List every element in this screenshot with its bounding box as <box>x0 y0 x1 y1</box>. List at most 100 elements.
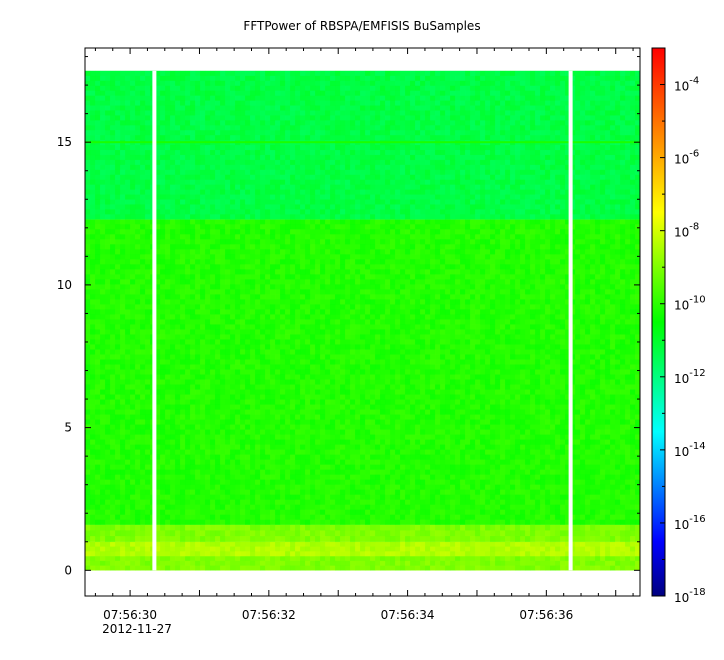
spectrogram-cell <box>605 284 610 289</box>
spectrogram-cell <box>245 334 250 339</box>
spectrogram-cell <box>330 294 335 299</box>
spectrogram-cell <box>605 224 610 229</box>
spectrogram-cell <box>510 394 515 399</box>
spectrogram-cell <box>260 234 265 239</box>
spectrogram-cell <box>630 319 635 324</box>
spectrogram-cell <box>130 309 135 314</box>
spectrogram-cell <box>90 344 95 349</box>
spectrogram-cell <box>245 269 250 274</box>
spectrogram-cell <box>470 369 475 374</box>
spectrogram-cell <box>270 264 275 269</box>
spectrogram-cell <box>535 536 540 542</box>
spectrogram-cell <box>175 551 180 556</box>
spectrogram-cell <box>310 324 315 329</box>
spectrogram-cell <box>580 389 585 394</box>
spectrogram-cell <box>450 279 455 284</box>
spectrogram-cell <box>210 547 215 552</box>
spectrogram-cell <box>145 369 150 374</box>
spectrogram-cell <box>110 542 115 547</box>
spectrogram-cell <box>275 289 280 294</box>
spectrogram-cell <box>115 264 120 269</box>
spectrogram-cell <box>145 249 150 254</box>
spectrogram-cell <box>115 344 120 349</box>
spectrogram-cell <box>435 374 440 379</box>
spectrogram-cell <box>430 279 435 284</box>
spectrogram-cell <box>555 349 560 354</box>
spectrogram-cell <box>495 334 500 339</box>
spectrogram-cell <box>510 224 515 229</box>
spectrogram-cell <box>275 299 280 304</box>
spectrogram-cell <box>460 224 465 229</box>
spectrogram-cell <box>535 542 540 547</box>
spectrogram-cell <box>390 304 395 309</box>
spectrogram-cell <box>595 244 600 249</box>
spectrogram-cell <box>530 334 535 339</box>
spectrogram-cell <box>180 536 185 542</box>
spectrogram-cell <box>305 547 310 552</box>
spectrogram-cell <box>260 229 265 234</box>
spectrogram-cell <box>185 244 190 249</box>
spectrogram-cell <box>475 319 480 324</box>
spectrogram-cell <box>440 249 445 254</box>
spectrogram-cell <box>310 394 315 399</box>
spectrogram-cell <box>280 561 285 566</box>
spectrogram-cell <box>385 324 390 329</box>
spectrogram-cell <box>430 304 435 309</box>
spectrogram-cell <box>465 394 470 399</box>
spectrogram-cell <box>410 289 415 294</box>
spectrogram-cell <box>630 314 635 319</box>
spectrogram-cell <box>220 530 225 536</box>
spectrogram-cell <box>275 294 280 299</box>
spectrogram-cell <box>405 566 410 571</box>
spectrogram-cell <box>595 304 600 309</box>
spectrogram-cell <box>625 349 630 354</box>
spectrogram-cell <box>420 259 425 264</box>
spectrogram-cell <box>280 530 285 536</box>
spectrogram-cell <box>280 364 285 369</box>
spectrogram-cell <box>295 551 300 556</box>
spectrogram-cell <box>405 547 410 552</box>
spectrogram-cell <box>165 254 170 259</box>
spectrogram-cell <box>225 384 230 389</box>
spectrogram-cell <box>530 229 535 234</box>
spectrogram-cell <box>190 389 195 394</box>
spectrogram-cell <box>415 525 420 531</box>
spectrogram-cell <box>145 349 150 354</box>
spectrogram-cell <box>235 542 240 547</box>
spectrogram-cell <box>430 299 435 304</box>
spectrogram-cell <box>495 359 500 364</box>
spectrogram-cell <box>365 536 370 542</box>
spectrogram-cell <box>145 319 150 324</box>
spectrogram-cell <box>110 556 115 561</box>
spectrogram-cell <box>345 344 350 349</box>
spectrogram-cell <box>200 294 205 299</box>
spectrogram-cell <box>485 374 490 379</box>
spectrogram-cell <box>285 309 290 314</box>
spectrogram-cell <box>530 349 535 354</box>
spectrogram-cell <box>605 239 610 244</box>
spectrogram-cell <box>255 530 260 536</box>
spectrogram-cell <box>115 319 120 324</box>
spectrogram-cell <box>160 299 165 304</box>
spectrogram-cell <box>240 329 245 334</box>
spectrogram-cell <box>460 299 465 304</box>
spectrogram-cell <box>435 279 440 284</box>
spectrogram-cell <box>215 229 220 234</box>
spectrogram-cell <box>265 244 270 249</box>
spectrogram-cell <box>180 294 185 299</box>
spectrogram-cell <box>390 319 395 324</box>
spectrogram-cell <box>240 304 245 309</box>
spectrogram-cell <box>305 274 310 279</box>
spectrogram-cell <box>550 324 555 329</box>
spectrogram-cell <box>530 294 535 299</box>
spectrogram-cell <box>540 219 545 224</box>
spectrogram-cell <box>600 374 605 379</box>
spectrogram-cell <box>200 304 205 309</box>
spectrogram-cell <box>445 269 450 274</box>
spectrogram-cell <box>545 344 550 349</box>
spectrogram-cell <box>165 284 170 289</box>
spectrogram-cell <box>330 254 335 259</box>
spectrogram-cell <box>355 542 360 547</box>
spectrogram-cell <box>340 224 345 229</box>
spectrogram-cell <box>365 339 370 344</box>
